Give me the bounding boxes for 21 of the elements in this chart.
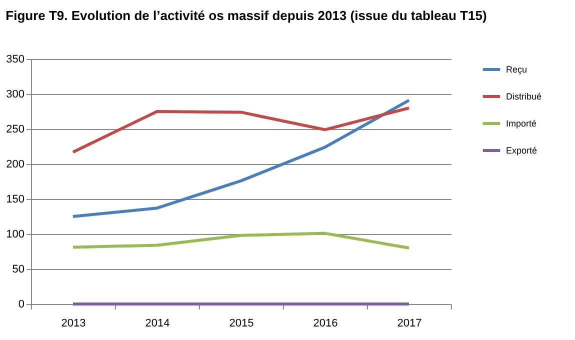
chart-title: Figure T9. Evolution de l’activité os massif depuis 2013 (issue du tableau T15) xyxy=(6,8,487,23)
y-tick-label: 250 xyxy=(6,124,24,136)
x-tick-label: 2016 xyxy=(313,318,338,330)
x-tick-label: 2014 xyxy=(145,318,170,330)
x-tick-label: 2015 xyxy=(229,318,254,330)
y-tick-label: 50 xyxy=(12,264,24,276)
line-series xyxy=(72,106,410,154)
legend-label: Importé xyxy=(506,118,537,128)
x-tick-label: 2017 xyxy=(397,318,422,330)
legend-label: Distribué xyxy=(506,92,542,102)
x-tick-label: 2013 xyxy=(61,318,86,330)
y-tick-label: 100 xyxy=(6,228,24,240)
line-series xyxy=(72,98,410,218)
legend-label: Exporté xyxy=(506,146,538,156)
line-series xyxy=(72,232,410,250)
y-tick-label: 150 xyxy=(6,194,24,206)
y-tick-label: 300 xyxy=(6,88,24,100)
y-tick-label: 200 xyxy=(6,158,24,170)
y-tick-label: 0 xyxy=(18,298,24,310)
y-tick-label: 350 xyxy=(6,54,24,66)
legend-label: Reçu xyxy=(506,64,528,74)
